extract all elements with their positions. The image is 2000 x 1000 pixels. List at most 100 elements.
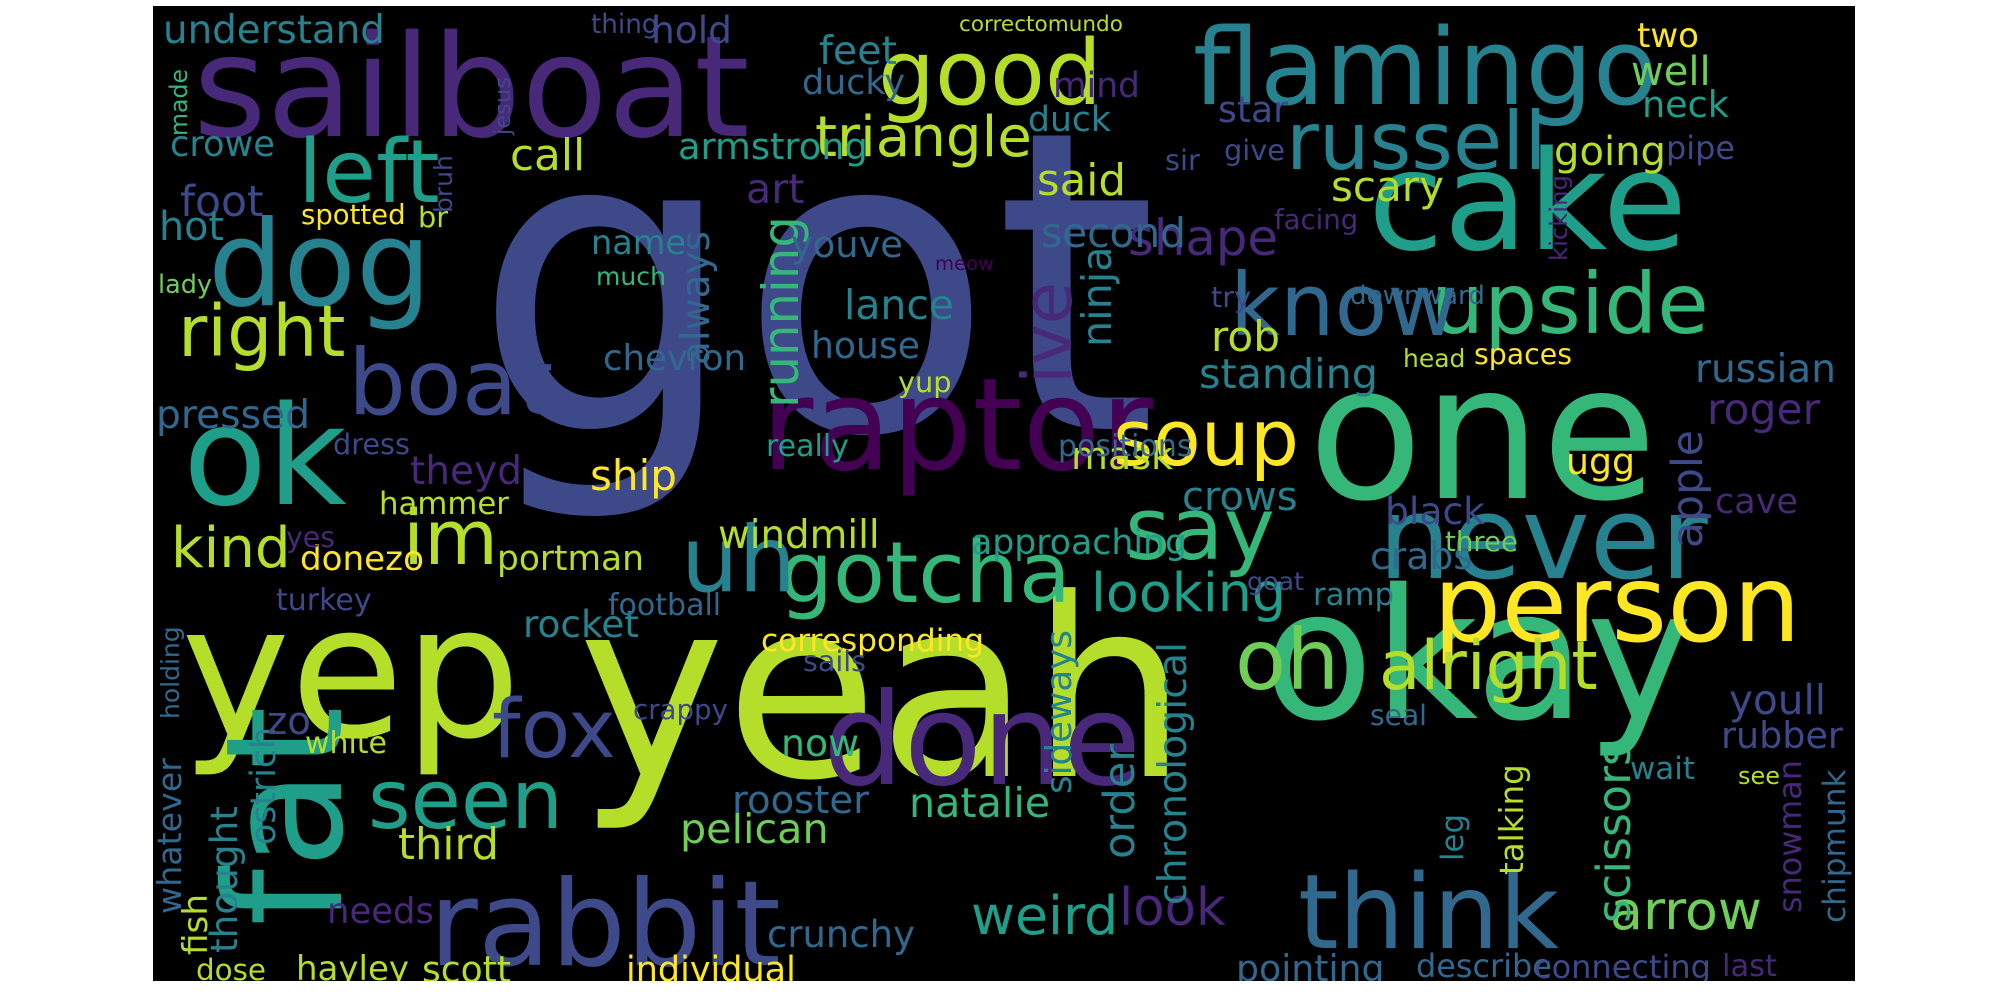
word-now: now	[781, 721, 859, 765]
word-positions: positions	[1058, 429, 1193, 464]
word-sideways: sideways	[1039, 630, 1080, 794]
word-rabbit: rabbit	[429, 856, 781, 981]
word-uh: uh	[681, 508, 796, 613]
word-weird: weird	[971, 884, 1119, 947]
word-ugg: ugg	[1566, 440, 1635, 483]
word-apple: apple	[1664, 430, 1713, 548]
word-neck: neck	[1642, 83, 1729, 126]
word-looking: looking	[1091, 561, 1286, 624]
word-describe: describe	[1416, 947, 1552, 981]
word-holding: holding	[156, 626, 185, 719]
word-got: got	[473, 41, 1158, 528]
word-two: two	[1637, 16, 1699, 56]
word-goat: goat	[1247, 567, 1304, 596]
word-russian: russian	[1695, 347, 1836, 392]
word-person: person	[1433, 542, 1801, 667]
word-crappy: crappy	[633, 693, 728, 726]
word-arrow: arrow	[1610, 879, 1762, 942]
word-hammer: hammer	[379, 486, 509, 522]
word-talking: talking	[1493, 764, 1531, 875]
word-zo: zo	[267, 699, 311, 744]
word-black: black	[1385, 489, 1485, 533]
word-natalie: natalie	[909, 779, 1051, 827]
word-understand: understand	[163, 8, 385, 53]
word-pipe: pipe	[1666, 129, 1735, 167]
word-never: never	[1378, 472, 1708, 606]
word-chipmunk: chipmunk	[1817, 769, 1853, 923]
word-sails: sails	[803, 645, 866, 678]
word-armstrong: armstrong	[678, 125, 868, 168]
word-name: name	[591, 223, 686, 262]
word-cloud: got yeah yep okay one sailboat cake ok done rapto…	[153, 6, 1855, 981]
word-needs: needs	[327, 891, 434, 932]
word-know: know	[1230, 256, 1458, 356]
word-turkey: turkey	[276, 583, 372, 618]
word-cake: cake	[1368, 122, 1688, 282]
word-really: really	[766, 429, 849, 464]
word-head: head	[1403, 344, 1466, 373]
word-hot: hot	[159, 204, 224, 250]
word-mask: mask	[1071, 434, 1173, 478]
word-raptor: raptor	[761, 352, 1153, 500]
word-bruh: bruh	[429, 155, 458, 213]
word-connecting: connecting	[1534, 948, 1711, 981]
word-kicking: kicking	[1544, 175, 1573, 261]
word-fox: fox	[492, 683, 616, 777]
word-left: left	[298, 121, 440, 223]
word-downward: downward	[1350, 281, 1485, 311]
word-yep: yep	[181, 565, 521, 780]
word-much: much	[596, 262, 666, 291]
word-russell: russell	[1286, 95, 1547, 188]
word-three: three	[1445, 525, 1518, 558]
word-upside: upside	[1431, 255, 1709, 353]
word-yes: yes	[286, 521, 335, 554]
word-approaching: approaching	[971, 523, 1187, 563]
word-flamingo: flamingo	[1193, 6, 1658, 130]
word-hold: hold	[651, 8, 732, 52]
word-roger: roger	[1707, 386, 1821, 435]
word-shape: shape	[1128, 209, 1278, 267]
word-always: always	[674, 231, 719, 365]
word-dose: dose	[196, 953, 266, 981]
word-thing: thing	[591, 10, 659, 40]
word-crabs: crabs	[1370, 534, 1473, 578]
word-scott: scott	[422, 949, 511, 981]
word-portman: portman	[497, 539, 644, 579]
word-feet: feet	[819, 28, 897, 74]
word-chevron: chevron	[603, 338, 746, 379]
word-jesus: jesus	[490, 77, 516, 135]
word-call: call	[510, 130, 586, 181]
word-lady: lady	[158, 270, 212, 300]
word-pressed: pressed	[156, 393, 310, 438]
word-order: order	[1095, 744, 1145, 859]
word-said: said	[1037, 156, 1126, 206]
word-look: look	[1119, 878, 1226, 938]
word-pointing: pointing	[1236, 947, 1385, 981]
word-rooster: rooster	[732, 778, 869, 823]
word-lance: lance	[844, 281, 954, 329]
word-rob: rob	[1211, 312, 1280, 361]
word-done: done	[823, 667, 1142, 815]
word-chronological: chronological	[1150, 642, 1196, 905]
word-say: say	[1125, 479, 1275, 580]
word-oh: oh	[1235, 611, 1340, 709]
word-gotcha: gotcha	[779, 524, 1071, 623]
word-think: think	[1298, 853, 1560, 973]
word-alright: alright	[1379, 626, 1598, 705]
word-dress: dress	[333, 427, 410, 461]
word-rocket: rocket	[523, 602, 639, 646]
word-youve: youve	[791, 223, 903, 266]
word-going: going	[1554, 129, 1666, 175]
word-last: last	[1722, 949, 1777, 981]
word-boat: boat	[348, 329, 554, 436]
word-try: try	[1211, 280, 1252, 314]
word-correctomundo: correctomundo	[959, 12, 1123, 37]
word-white: white	[305, 726, 387, 761]
word-hayley: hayley	[296, 949, 409, 981]
word-im: im	[403, 494, 498, 582]
word-second: second	[1041, 209, 1186, 257]
word-ostrich: ostrich	[244, 727, 284, 845]
word-whatever: whatever	[153, 758, 189, 914]
word-youll: youll	[1729, 676, 1826, 724]
word-seen: seen	[368, 753, 563, 848]
